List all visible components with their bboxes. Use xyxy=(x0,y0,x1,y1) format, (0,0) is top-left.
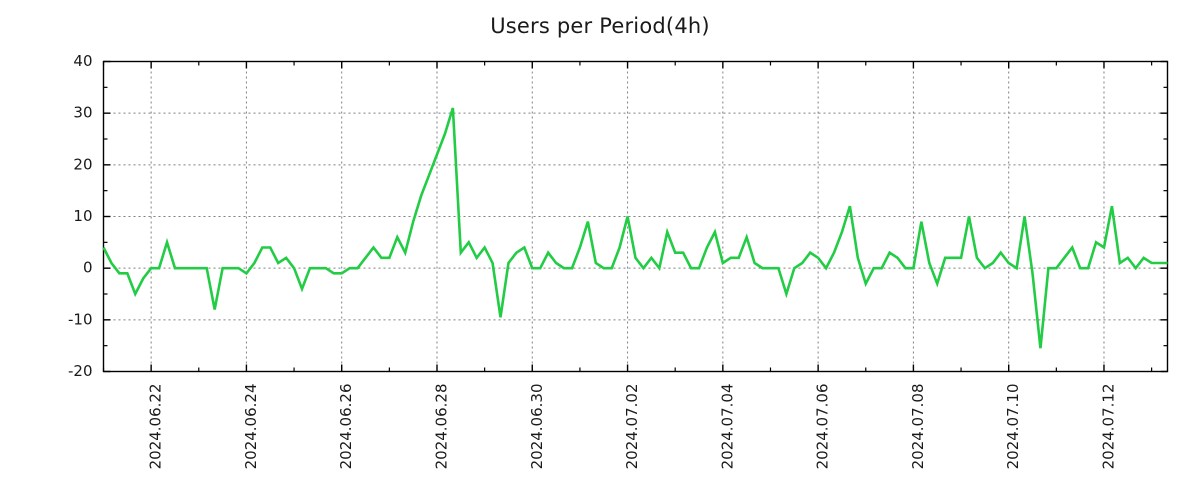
x-tick-label: 2024.07.12 xyxy=(1099,384,1117,470)
series-line-users-per-period xyxy=(102,107,1168,349)
x-tick-label: 2024.07.02 xyxy=(623,384,641,470)
y-tick-label: 10 xyxy=(73,207,92,225)
x-tick-label: 2024.06.24 xyxy=(242,384,260,470)
gridlines xyxy=(103,61,1168,372)
chart-title: Users per Period(4h) xyxy=(490,14,710,38)
y-tick-label: -10 xyxy=(68,310,93,328)
x-tick-label: 2024.06.22 xyxy=(147,384,165,470)
x-tick-label: 2024.06.28 xyxy=(432,384,450,470)
x-tick-label: 2024.07.04 xyxy=(718,384,736,470)
x-axis-tick-labels: 2024.06.22 2024.06.24 2024.06.26 2024.06.28… xyxy=(147,384,1118,470)
y-axis-tick-labels: -20 -10 0 10 20 30 40 xyxy=(68,52,93,380)
y-tick-label: 40 xyxy=(73,52,92,70)
y-tick-label: -20 xyxy=(68,362,93,380)
y-tick-label: 20 xyxy=(73,155,92,173)
y-tick-label: 0 xyxy=(83,259,93,277)
plot-frame xyxy=(102,60,1169,373)
y-tick-label: 30 xyxy=(73,104,92,122)
x-tick-label: 2024.07.08 xyxy=(909,384,927,470)
data-series-layer xyxy=(102,107,1168,349)
plot-border xyxy=(102,60,1169,373)
x-tick-label: 2024.07.10 xyxy=(1004,384,1022,470)
x-tick-label: 2024.06.26 xyxy=(337,384,355,470)
x-tick-label: 2024.07.06 xyxy=(814,384,832,470)
x-tick-label: 2024.06.30 xyxy=(528,384,546,470)
